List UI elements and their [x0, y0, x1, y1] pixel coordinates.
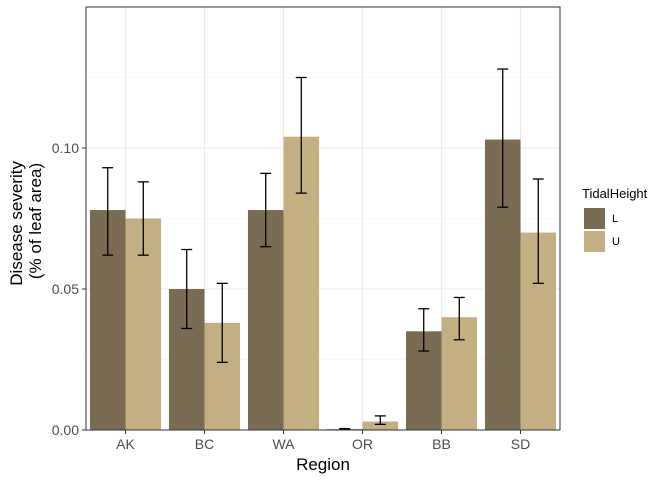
- bars: [89, 136, 557, 431]
- y-axis-title-line-2: (% of leaf area): [26, 163, 45, 279]
- x-axis-title: Region: [296, 455, 350, 474]
- x-tick-label: WA: [272, 436, 295, 452]
- axes: 0.00 0.05 0.10 AK BC WA OR BB SD: [52, 140, 530, 452]
- error-bars: [102, 68, 544, 431]
- x-tick-label: SD: [511, 436, 530, 452]
- legend-label-l: L: [612, 213, 618, 225]
- error-bar-bb-u: [453, 296, 465, 341]
- legend-title: TidalHeight: [582, 186, 648, 201]
- y-axis-title-line-1: Disease severity: [7, 161, 26, 286]
- legend-key-l: [584, 208, 605, 229]
- error-bar-wa-u: [295, 76, 307, 194]
- legend: TidalHeight L U: [582, 186, 648, 252]
- y-axis-title: Disease severity (% of leaf area): [7, 156, 45, 285]
- error-bar-sd-u: [532, 178, 544, 285]
- error-bar-bc-u: [216, 282, 228, 363]
- error-bar-or-u: [374, 415, 386, 426]
- plot-border: [85, 6, 561, 431]
- error-bar-ak-l: [102, 167, 114, 256]
- error-bar-bc-l: [181, 248, 193, 330]
- legend-label-u: U: [612, 236, 620, 248]
- bar-or-u: [362, 421, 399, 430]
- y-tick-label: 0.00: [52, 422, 79, 438]
- error-bar-wa-l: [260, 172, 272, 248]
- y-tick-label: 0.05: [52, 281, 79, 297]
- x-tick-label: BB: [432, 436, 451, 452]
- error-bar-sd-l: [497, 68, 509, 208]
- y-tick-label: 0.10: [52, 140, 79, 156]
- legend-key-u: [584, 231, 605, 252]
- error-bar-bb-l: [418, 308, 430, 352]
- x-tick-label: BC: [195, 436, 214, 452]
- x-tick-label: OR: [352, 436, 373, 452]
- x-tick-label: AK: [116, 436, 135, 452]
- error-bar-ak-u: [137, 181, 149, 256]
